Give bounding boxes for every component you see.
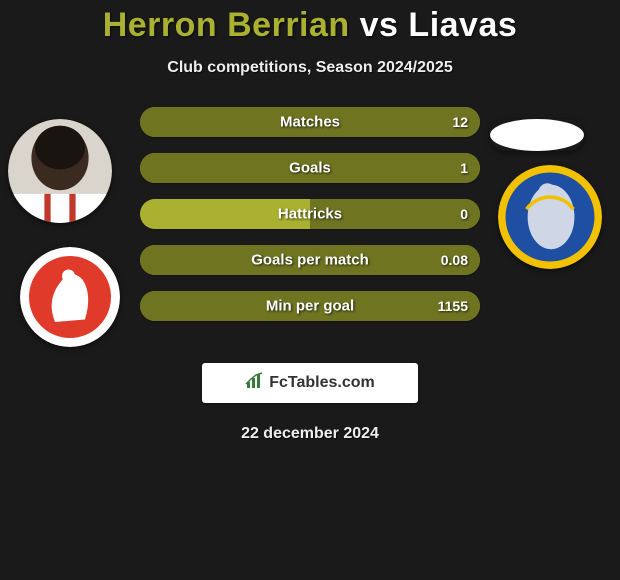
stat-label: Hattricks bbox=[278, 206, 342, 223]
stat-value-right: 12 bbox=[452, 114, 468, 130]
stat-row: Min per goal 1155 bbox=[140, 291, 480, 321]
stat-label: Min per goal bbox=[266, 298, 354, 315]
bar-chart-icon bbox=[245, 372, 265, 395]
player2-avatar bbox=[490, 119, 584, 151]
stat-value-right: 0.08 bbox=[441, 252, 468, 268]
player1-avatar bbox=[8, 119, 112, 223]
stat-row: Matches 12 bbox=[140, 107, 480, 137]
brand-text: FcTables.com bbox=[269, 374, 375, 392]
stat-label: Matches bbox=[280, 114, 340, 131]
stat-label: Goals bbox=[289, 160, 331, 177]
player1-name: Herron Berrian bbox=[103, 6, 350, 44]
page-title: Herron Berrian vs Liavas bbox=[0, 0, 620, 45]
stat-value-right: 1155 bbox=[438, 298, 468, 314]
stat-value-right: 0 bbox=[460, 206, 468, 222]
player1-club-badge bbox=[20, 247, 120, 347]
vs-text: vs bbox=[360, 6, 399, 44]
player2-club-badge bbox=[498, 165, 602, 269]
stat-value-right: 1 bbox=[460, 160, 468, 176]
stat-bars: Matches 12 Goals 1 Hattricks 0 Goals per match… bbox=[140, 107, 480, 337]
stat-row: Goals per match 0.08 bbox=[140, 245, 480, 275]
comparison-area: Matches 12 Goals 1 Hattricks 0 Goals per match… bbox=[0, 107, 620, 347]
date-text: 22 december 2024 bbox=[0, 425, 620, 443]
subtitle: Club competitions, Season 2024/2025 bbox=[0, 59, 620, 77]
stat-label: Goals per match bbox=[251, 252, 369, 269]
brand-badge: FcTables.com bbox=[202, 363, 418, 403]
player2-name: Liavas bbox=[408, 6, 517, 44]
stat-row: Goals 1 bbox=[140, 153, 480, 183]
stat-row: Hattricks 0 bbox=[140, 199, 480, 229]
